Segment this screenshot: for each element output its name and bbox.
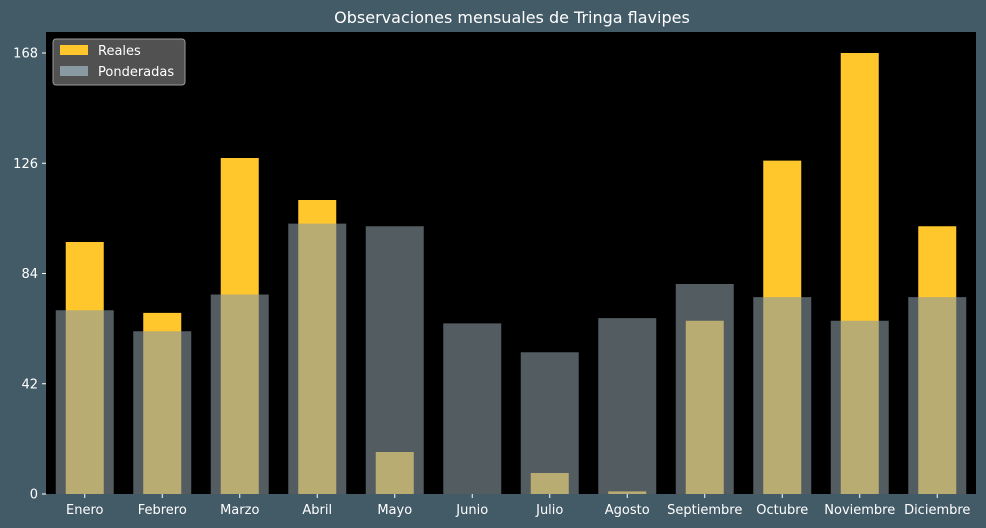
bar-ponderadas-11 xyxy=(908,297,967,494)
x-tick-label-3: Abril xyxy=(302,503,332,518)
bar-ponderadas-3 xyxy=(288,223,347,494)
legend-swatch-1 xyxy=(60,66,88,76)
x-tick-label-5: Junio xyxy=(455,503,488,518)
y-tick-label-1: 42 xyxy=(21,377,38,392)
bar-ponderadas-0 xyxy=(55,310,114,494)
x-tick-label-1: Febrero xyxy=(138,503,187,518)
legend-swatch-0 xyxy=(60,45,88,55)
bar-ponderadas-7 xyxy=(598,318,657,494)
y-axis: 0 42 84 126 168 xyxy=(13,47,46,503)
bar-ponderadas-8 xyxy=(675,284,734,494)
y-tick-label-4: 168 xyxy=(13,47,38,62)
x-axis: Enero Febrero Marzo Abril Mayo Junio Julio Agos… xyxy=(66,494,970,518)
x-tick-label-9: Octubre xyxy=(756,503,808,518)
bar-ponderadas-1 xyxy=(133,331,192,494)
bar-ponderadas-10 xyxy=(830,320,889,494)
bar-ponderadas-4 xyxy=(365,226,424,494)
x-tick-label-11: Diciembre xyxy=(904,503,970,518)
bar-ponderadas-2 xyxy=(210,294,269,494)
plot-area xyxy=(46,32,976,494)
ponderadas-bars xyxy=(55,223,967,494)
x-tick-label-4: Mayo xyxy=(377,503,412,518)
x-tick-label-8: Septiembre xyxy=(667,503,742,518)
bar-ponderadas-5 xyxy=(443,323,502,494)
chart-title: Observaciones mensuales de Tringa flavip… xyxy=(334,8,690,27)
y-tick-label-3: 126 xyxy=(13,157,38,172)
x-tick-label-10: Noviembre xyxy=(824,503,895,518)
x-tick-label-0: Enero xyxy=(66,503,104,518)
x-tick-label-7: Agosto xyxy=(605,503,650,518)
bar-ponderadas-9 xyxy=(753,297,812,494)
legend-label-1: Ponderadas xyxy=(98,65,174,80)
legend: Reales Ponderadas xyxy=(52,38,186,86)
y-tick-label-2: 84 xyxy=(21,267,38,282)
x-tick-label-6: Julio xyxy=(535,503,563,518)
bar-ponderadas-6 xyxy=(520,352,579,494)
legend-label-0: Reales xyxy=(98,44,141,59)
x-tick-label-2: Marzo xyxy=(220,503,259,518)
y-tick-label-0: 0 xyxy=(30,488,38,503)
